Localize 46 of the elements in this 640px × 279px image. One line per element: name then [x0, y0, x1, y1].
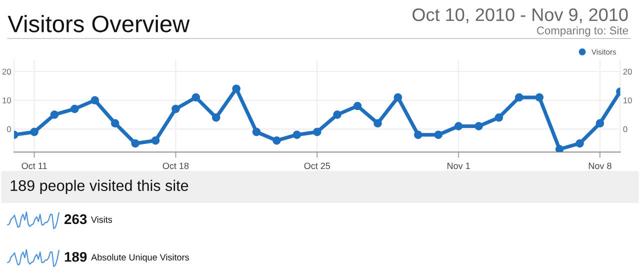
y-tick-label: 0 — [6, 126, 11, 132]
point — [232, 84, 240, 93]
y2-tick-label: 0 — [623, 126, 628, 132]
x-tick-label: Nov 8 — [588, 162, 612, 170]
point — [454, 122, 463, 130]
text: 189 Absolute Unique Visitors — [64, 252, 189, 262]
y-tick-label: 10 — [2, 97, 11, 104]
point — [474, 122, 483, 130]
point — [272, 136, 281, 145]
point — [292, 130, 302, 139]
point — [434, 130, 443, 139]
point — [333, 110, 342, 119]
point — [312, 128, 322, 136]
point — [555, 145, 564, 152]
x-tick-label: Oct 18 — [162, 162, 189, 170]
point — [172, 104, 180, 114]
point — [151, 136, 160, 145]
x-tick-label: Oct 25 — [304, 162, 330, 170]
x-tick-label: Nov 1 — [447, 162, 470, 170]
point — [494, 113, 504, 122]
point — [353, 102, 362, 110]
chart-subtitle: Oct 10, 2010 - Nov 9, 2010 — [412, 8, 628, 24]
point — [110, 119, 120, 128]
text: 263 Visits — [64, 214, 112, 224]
chart-title: Visitors Overview — [8, 14, 190, 32]
text: Comparing to: Site — [537, 26, 628, 37]
point — [414, 130, 422, 139]
point — [394, 93, 402, 102]
point — [30, 128, 38, 136]
y2-tick-label: 10 — [624, 97, 632, 104]
point — [192, 93, 200, 102]
text: 189 people visited this site — [10, 180, 188, 194]
point — [70, 104, 79, 114]
point — [50, 110, 59, 119]
x-tick-label: Oct 11 — [22, 162, 47, 170]
point — [131, 139, 140, 148]
point — [212, 113, 220, 122]
point — [90, 96, 100, 104]
y2-tick-label: 20 — [623, 68, 632, 75]
point — [596, 119, 604, 128]
point — [535, 93, 544, 102]
point — [576, 139, 584, 148]
y-tick-label: 20 — [2, 68, 11, 75]
point — [514, 93, 524, 102]
point — [374, 119, 382, 128]
point — [252, 128, 261, 136]
